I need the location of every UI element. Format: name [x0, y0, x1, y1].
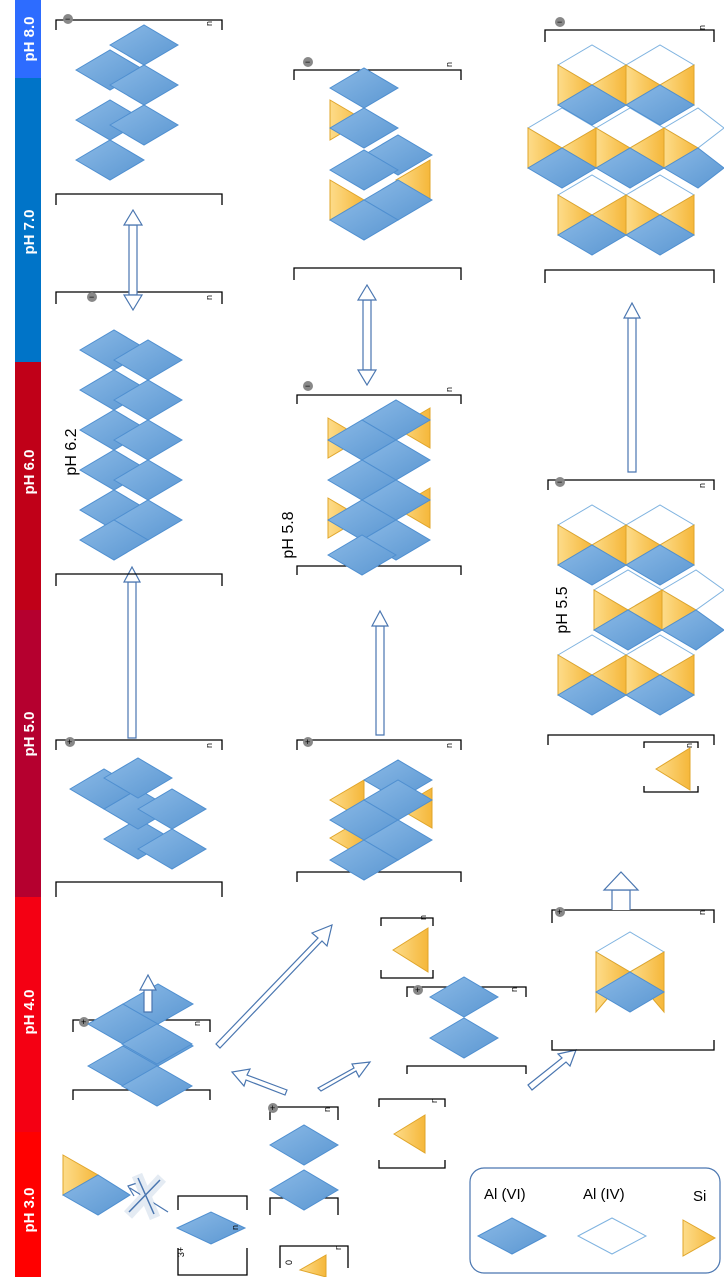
- charge-plus-col2: +: [415, 985, 420, 995]
- up-arrow-col1-a: [139, 973, 157, 1013]
- charge-3plus: 3+: [176, 1247, 186, 1257]
- al-si-hexamer-col2: − n pH 5.8: [280, 381, 462, 576]
- al-si-species-top-col2: − n: [293, 57, 462, 280]
- ph-segment-6: pH 6.0: [15, 362, 41, 610]
- dimer-species: + n: [268, 1103, 339, 1215]
- ph-segment-4: pH 4.0: [15, 897, 41, 1132]
- ph-segment-3: pH 3.0: [15, 1132, 41, 1277]
- trimer-species-col2: + n: [406, 976, 527, 1074]
- charge-n-hexamer: n: [204, 295, 214, 300]
- charge-n-si-c: n: [684, 743, 694, 748]
- hexamer-species-col1: − n pH 6.2: [55, 291, 223, 586]
- ph-label-4: pH 4.0: [21, 989, 38, 1034]
- charge-n-trimer: n: [192, 1021, 202, 1026]
- ph-segment-7: pH 7.0: [15, 78, 41, 362]
- transition-label-ph-5-8: pH 5.8: [280, 511, 297, 558]
- charge-plus-tetramer: +: [67, 737, 72, 747]
- crossed-arrow: [123, 1172, 169, 1221]
- charge-minus-col3: −: [557, 477, 562, 487]
- ph-label-3: pH 3.0: [21, 1187, 38, 1232]
- tetramer-species-top-col1: − n: [55, 14, 223, 205]
- al-si-tetramer-col2: + n: [296, 737, 462, 882]
- tetramer-species-col1: + n: [55, 737, 223, 897]
- legend-swatch-si: [682, 1219, 717, 1257]
- legend-label-al-vi: Al (VI): [484, 1186, 526, 1203]
- charge-minus-col2: −: [305, 381, 310, 391]
- ph-segment-8: pH 8.0: [15, 0, 41, 78]
- legend-swatch-al-vi: [476, 1217, 548, 1255]
- ph-label-8: pH 8.0: [21, 16, 38, 61]
- si-monomer-a: n: [378, 1098, 446, 1169]
- si-monomer-neutral: 0 n: [279, 1245, 349, 1277]
- up-arrow-col1-b: [123, 565, 141, 739]
- charge-minus-top1: −: [65, 14, 70, 24]
- ph-label-7: pH 7.0: [21, 209, 38, 254]
- legend-label-si: Si: [693, 1188, 706, 1205]
- ph-segment-5: pH 5.0: [15, 610, 41, 897]
- al-iv-cluster-small: + n: [551, 871, 715, 1051]
- si-monomer-c: n: [643, 741, 699, 793]
- charge-plus-dimer: +: [270, 1103, 275, 1113]
- updown-arrow-col1: [122, 208, 144, 312]
- charge-n-col3: n: [697, 910, 707, 915]
- al-si-dimer: [61, 1154, 131, 1216]
- updown-arrow-col2: [356, 283, 378, 387]
- charge-n-top2: n: [444, 62, 454, 67]
- charge-n-si: n: [333, 1245, 343, 1250]
- charge-minus-hexamer: −: [89, 292, 94, 302]
- charge-plus-col2b: +: [305, 737, 310, 747]
- charge-n-col2c: n: [444, 387, 454, 392]
- charge-minus-top3: −: [557, 17, 562, 27]
- ph-label-6: pH 6.0: [21, 449, 38, 494]
- trimer-species-col1: + n: [72, 983, 211, 1107]
- up-arrow-col2: [371, 609, 389, 736]
- charge-zero: 0: [284, 1260, 294, 1265]
- charge-minus-top2: −: [305, 57, 310, 67]
- transition-label-ph-5-5: pH 5.5: [554, 586, 571, 633]
- charge-n-si-a: n: [429, 1098, 439, 1103]
- charge-plus-trimer: +: [81, 1017, 86, 1027]
- legend-swatch-al-iv: [576, 1217, 648, 1255]
- charge-n-top3: n: [697, 25, 707, 30]
- transition-label-ph-6-2: pH 6.2: [63, 428, 80, 475]
- ph-label-5: pH 5.0: [21, 711, 38, 756]
- charge-n-col3b: n: [697, 483, 707, 488]
- charge-n-dimer: n: [322, 1107, 332, 1112]
- ph-bar: pH 8.0 pH 7.0 pH 6.0 pH 5.0 pH 4.0 pH 3.…: [15, 0, 41, 1277]
- reaction-arrows-low: [215, 924, 577, 1096]
- up-arrow-col3: [623, 301, 641, 473]
- legend-label-al-iv: Al (IV): [583, 1186, 625, 1203]
- charge-n-tetramer: n: [204, 743, 214, 748]
- legend: Al (VI) Al (IV) Si: [469, 1167, 721, 1274]
- charge-plus-col3: +: [557, 907, 562, 917]
- charge-n-top1: n: [204, 21, 214, 26]
- charge-n-col2: n: [509, 987, 519, 992]
- monomer-species: 3+ n: [175, 1195, 248, 1276]
- charge-n: n: [230, 1225, 240, 1230]
- si-monomer-b: n: [380, 915, 434, 979]
- allophane-cluster-col3: − n pH 5.5: [547, 477, 724, 745]
- charge-n-si-b: n: [418, 915, 428, 920]
- allophane-cluster-top-col3: − n: [527, 17, 724, 283]
- charge-n-col2b: n: [444, 743, 454, 748]
